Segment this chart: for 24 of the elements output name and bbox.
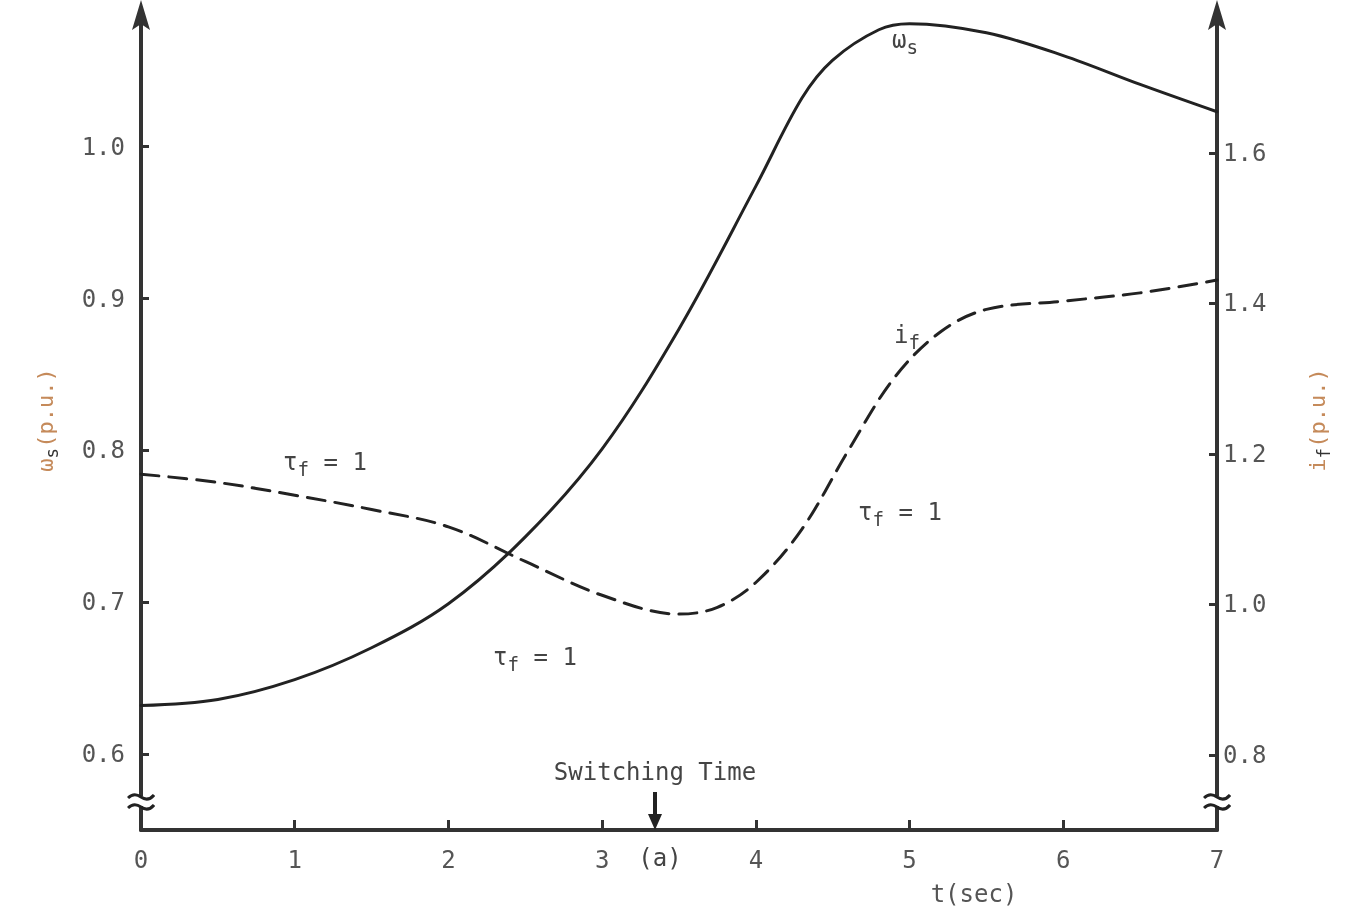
x-tick-label: 4 — [748, 846, 764, 874]
y-axis-title: ωs(p.u.) — [32, 368, 62, 472]
y-tick-label: 0.9 — [81, 284, 125, 313]
y2-tick-label: 1.6 — [1223, 138, 1267, 167]
y2-axis-title: if(p.u.) — [1305, 368, 1335, 472]
x-tick-label: 2 — [441, 846, 456, 874]
x-tick-label: 7 — [1209, 846, 1225, 874]
x-tick-label: 6 — [1056, 846, 1071, 874]
y-tick-label: 1.0 — [81, 132, 125, 161]
x-tick-label: 0 — [133, 846, 149, 874]
line-series — [139, 22, 1219, 707]
x-axis-title: t(sec) — [930, 880, 1018, 908]
x-tick-label: 5 — [902, 846, 917, 874]
x-tick-label: 1 — [287, 846, 302, 874]
y-tick-label: 0.6 — [81, 740, 125, 769]
text: (a) — [638, 844, 682, 872]
y2-tick-label: 1.2 — [1223, 439, 1267, 468]
y-tick-label: 0.7 — [81, 588, 125, 617]
y2-tick-label: 0.8 — [1223, 740, 1267, 769]
annotation: Switching Time — [553, 758, 757, 786]
x-tick-label: 3 — [594, 846, 610, 874]
y-tick-label: 0.8 — [81, 436, 125, 465]
y2-tick-label: 1.0 — [1223, 590, 1267, 619]
y2-tick-label: 1.4 — [1223, 289, 1267, 318]
